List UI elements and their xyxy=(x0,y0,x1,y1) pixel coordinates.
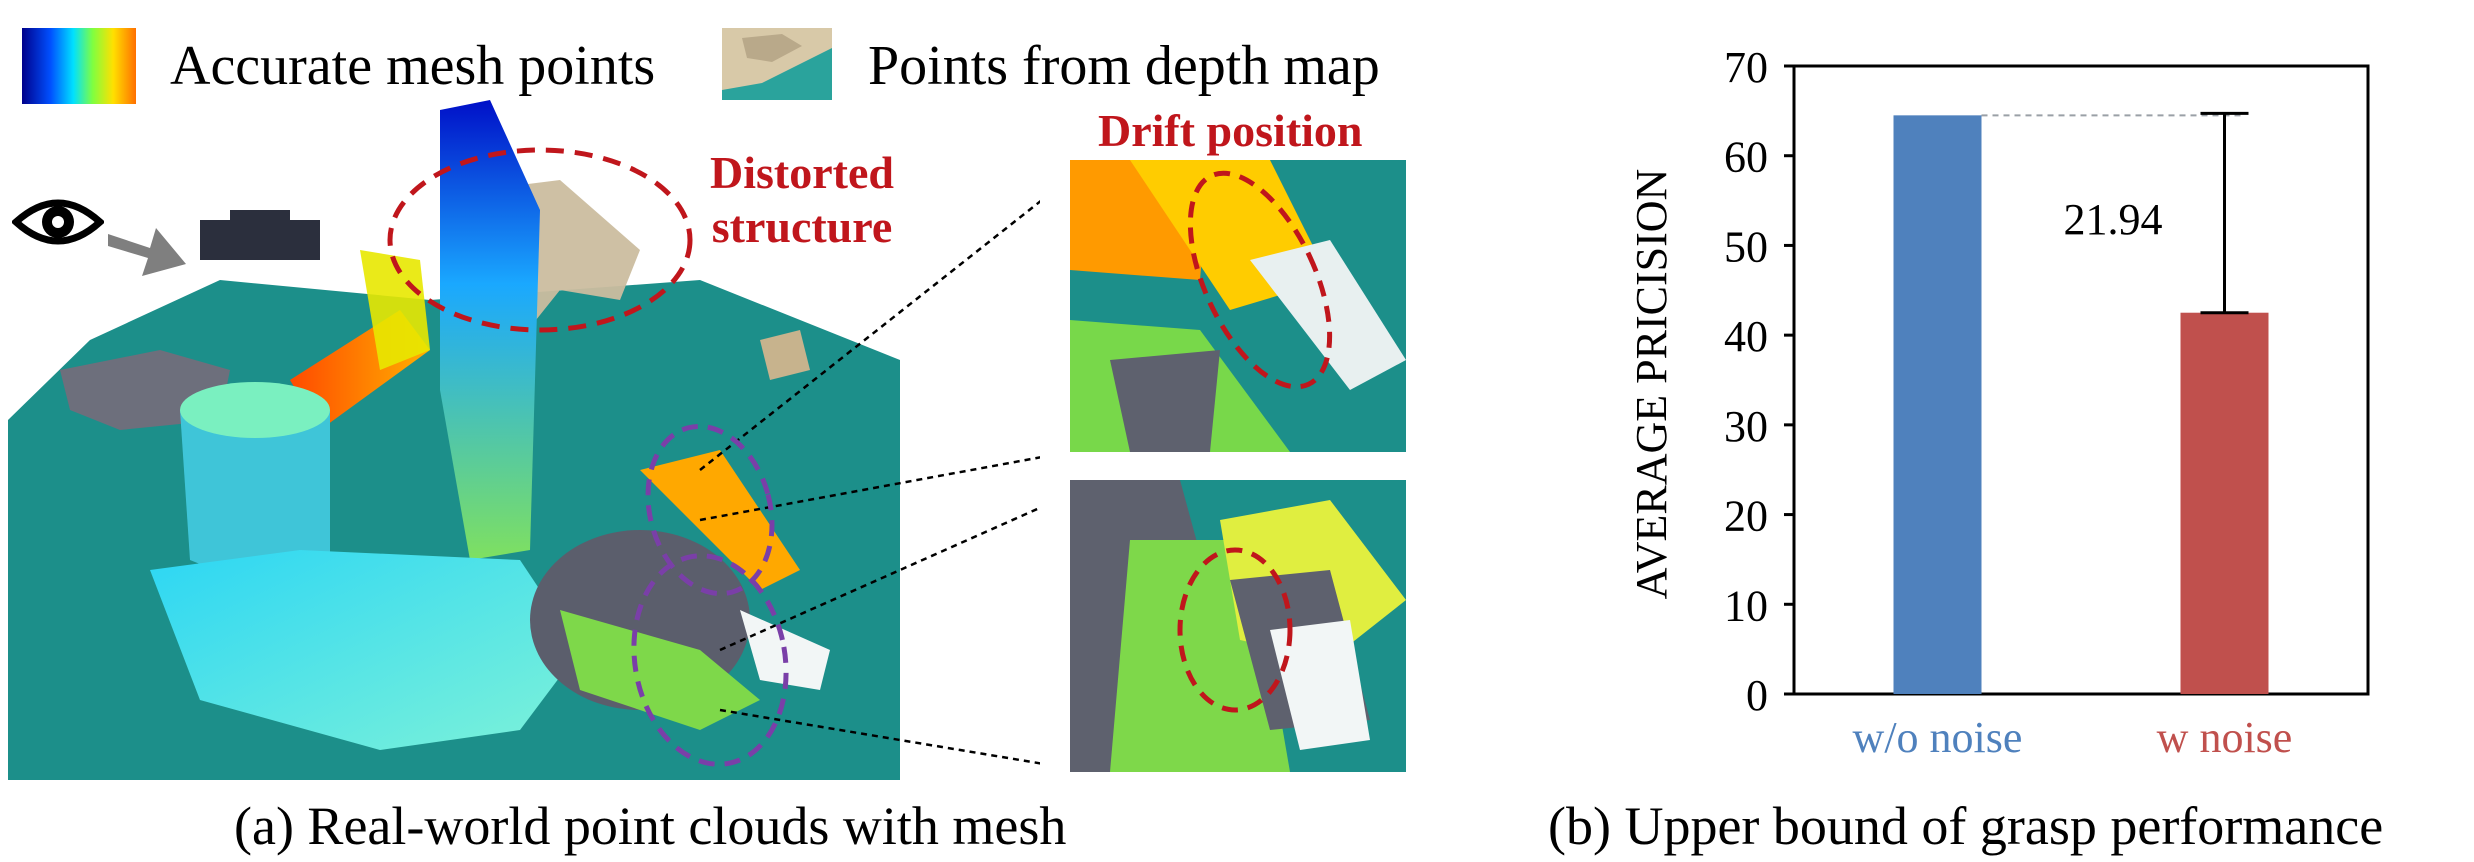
y-tick-label: 0 xyxy=(1746,671,1768,720)
zoom-panel-top xyxy=(1070,160,1406,452)
y-axis-label: AVERAGE PRICISION xyxy=(1627,169,1676,600)
y-tick-label: 60 xyxy=(1724,133,1768,182)
eye-icon xyxy=(12,199,104,245)
zoom-panel-bottom xyxy=(1070,480,1406,772)
caption-right: (b) Upper bound of grasp performance xyxy=(1548,796,2384,856)
y-tick-label: 70 xyxy=(1724,43,1768,92)
left-panel: Accurate mesh points Points from depth m… xyxy=(8,28,1406,856)
y-tick-label: 50 xyxy=(1724,222,1768,271)
point-cloud-scene xyxy=(8,100,1040,780)
y-tick-label: 10 xyxy=(1724,581,1768,630)
difference-annotation: 21.94 xyxy=(2064,195,2163,244)
view-arrow-icon xyxy=(108,228,186,276)
caption-left: (a) Real-world point clouds with mesh xyxy=(234,796,1067,856)
mesh-colormap-swatch xyxy=(22,28,136,104)
y-tick-label: 20 xyxy=(1724,492,1768,541)
y-tick-label: 30 xyxy=(1724,402,1768,451)
drift-position-label: Drift position xyxy=(1098,105,1363,156)
bar-wo-noise xyxy=(1893,115,1982,695)
depth-points-swatch xyxy=(722,28,832,100)
legend-mesh-label: Accurate mesh points xyxy=(170,35,656,97)
x-tick-label: w noise xyxy=(2157,713,2293,762)
legend-depth-label: Points from depth map xyxy=(868,35,1380,97)
bar-chart: 0 10 20 30 40 50 60 70 AVERAGE PRICISION w/o nois… xyxy=(1627,43,2370,762)
x-tick-label: w/o noise xyxy=(1853,713,2023,762)
bar-w-noise xyxy=(2180,312,2269,694)
plot-area-frame xyxy=(1792,64,2370,696)
distorted-structure-label: Distorted structure xyxy=(710,147,894,252)
y-tick-label: 40 xyxy=(1724,312,1768,361)
